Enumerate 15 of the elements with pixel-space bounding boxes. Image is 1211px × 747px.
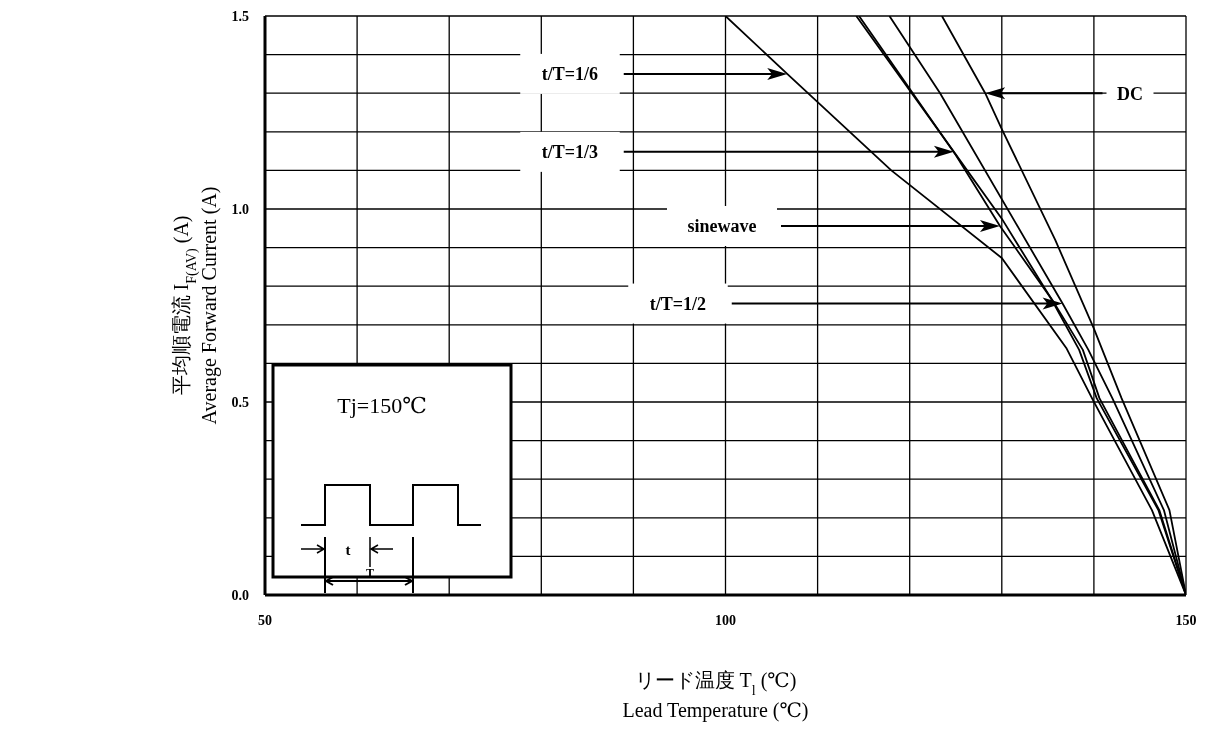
y-tick-label: 1.5: [231, 8, 249, 24]
annotation: DC: [1117, 83, 1143, 104]
annotation: t/T=1/6: [541, 64, 599, 85]
x-tick-label: 150: [1175, 612, 1197, 628]
annotation: t: [345, 542, 351, 558]
annotation: t/T=1/3: [541, 142, 599, 163]
annotation: sinewave: [687, 216, 757, 237]
x-tick-label: 100: [715, 612, 736, 628]
y-tick-label: 0.5: [231, 394, 249, 410]
y-tick-label: 0.0: [231, 587, 249, 603]
annotation: t/T=1/2: [649, 293, 707, 314]
x-tick-label: 50: [258, 612, 272, 628]
y-tick-label: 1.0: [231, 201, 249, 217]
annotation: Tj=150℃: [337, 393, 427, 418]
x-axis-title: リード温度 T$_{l}$ (℃) Lead Temperature (℃): [622, 669, 809, 722]
